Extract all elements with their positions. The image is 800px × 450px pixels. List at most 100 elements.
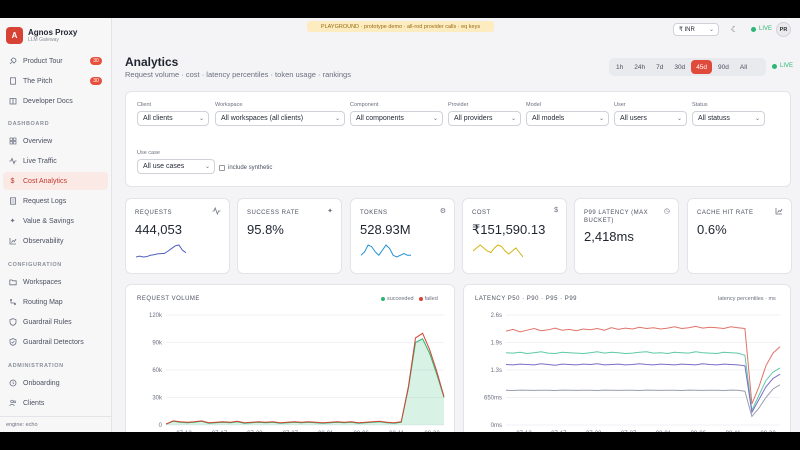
section-heading-administration: ADMINISTRATION	[8, 363, 64, 369]
filter-label: Use case	[137, 150, 160, 156]
range-button-45d[interactable]: 45d	[691, 60, 713, 74]
kpi-label: COST	[472, 210, 491, 216]
legend-label-failed: failed	[424, 296, 438, 302]
x-tick-label: 07-17	[551, 431, 567, 432]
filter-label: Status	[692, 102, 708, 108]
sidebar-item-onboarding[interactable]: Onboarding	[3, 374, 108, 392]
sidebar-item-label: Guardrail Rules	[23, 318, 72, 326]
sidebar-item-live-traffic[interactable]: Live Traffic	[3, 152, 108, 170]
sidebar-item-the-pitch[interactable]: The Pitch 30	[3, 72, 108, 90]
sidebar-item-value-savings[interactable]: ✦ Value & Savings	[3, 212, 108, 230]
sparkline-path	[136, 244, 186, 258]
filter-workspace: Workspace All workspaces (all clients) ⌄	[215, 102, 345, 126]
sidebar-item-developer-docs[interactable]: Developer Docs	[3, 92, 108, 110]
document-icon	[8, 77, 17, 86]
request-volume-chart: 0 30k 60k 90k 120k 07-12 07-17 07-22 07-27 08-01 0…	[149, 313, 445, 432]
select-value: All use cases	[143, 163, 185, 170]
map-icon	[8, 298, 17, 307]
series-line-succeeded	[165, 338, 445, 425]
status-select[interactable]: All statuss ⌄	[692, 111, 765, 126]
sidebar-item-routing-map[interactable]: Routing Map	[3, 293, 108, 311]
range-button-all[interactable]: All	[739, 63, 748, 71]
user-select[interactable]: All users ⌄	[614, 111, 687, 126]
live-indicator-header: LIVE	[772, 63, 793, 69]
range-button-30d[interactable]: 30d	[674, 63, 686, 71]
model-select[interactable]: All models ⌄	[526, 111, 609, 126]
page-subtitle: Request volume · cost · latency percenti…	[125, 70, 351, 79]
engine-status: engine: echo	[0, 416, 111, 432]
select-value: All models	[532, 115, 565, 122]
sidebar-item-observability[interactable]: Observability	[3, 232, 108, 250]
range-button-24h[interactable]: 24h	[634, 63, 646, 71]
brand-logo: A	[6, 27, 23, 44]
range-button-1h[interactable]: 1h	[616, 63, 624, 71]
kpi-value: 0.6%	[697, 222, 727, 237]
x-tick-label: 08-01	[318, 431, 334, 432]
x-tick-label: 08-06	[353, 431, 369, 432]
y-tick-label: 120k	[149, 313, 163, 319]
sidebar-item-request-logs[interactable]: Request Logs	[3, 192, 108, 210]
series-line-p50	[505, 384, 781, 418]
series-line-failed	[165, 332, 445, 425]
currency-value: ₹ INR	[679, 27, 695, 33]
sidebar-item-label: Onboarding	[23, 379, 60, 387]
brand[interactable]: A Agnos Proxy LLM Gateway	[6, 27, 77, 44]
avatar[interactable]: PR	[776, 22, 791, 37]
kpi-label: SUCCESS RATE	[247, 210, 300, 216]
latency-card: 0ms 650ms 1.3s 1.9s 2.6s 07-12 07-17 07-22 07-27…	[463, 284, 791, 432]
count-badge: 30	[90, 57, 102, 65]
component-select[interactable]: All components ⌄	[350, 111, 443, 126]
folder-icon	[8, 278, 17, 287]
x-tick-label: 08-22	[424, 431, 440, 432]
select-value: All providers	[454, 115, 493, 122]
currency-select[interactable]: ₹ INR ⌄	[673, 23, 719, 36]
sidebar-item-label: The Pitch	[23, 77, 53, 85]
brand-subtitle: LLM Gateway	[28, 36, 59, 43]
sidebar-item-overview[interactable]: Overview	[3, 132, 108, 150]
time-range-selector: 1h 24h 7d 30d 45d 90d All	[609, 58, 766, 76]
checkbox[interactable]	[219, 165, 225, 171]
filter-label: Client	[137, 102, 152, 108]
y-tick-label: 30k	[152, 396, 163, 402]
series-line-p95	[505, 351, 781, 412]
range-button-90d[interactable]: 90d	[718, 63, 729, 71]
sidebar-item-guardrail-rules[interactable]: Guardrail Rules	[3, 313, 108, 331]
kpi-card-cache-hit-rate: CACHE HIT RATE 0.6%	[687, 198, 792, 274]
x-tick-label: 08-11	[389, 431, 405, 432]
sidebar-item-guardrail-detectors[interactable]: Guardrail Detectors	[3, 333, 108, 351]
filter-label: User	[614, 102, 626, 108]
clock-icon: ◷	[663, 208, 670, 215]
sidebar: A Agnos Proxy LLM Gateway Product Tour 3…	[0, 18, 112, 432]
chevron-down-icon: ⌄	[334, 116, 340, 122]
sidebar-item-clients[interactable]: Clients	[3, 394, 108, 412]
count-badge: 30	[90, 77, 102, 85]
sidebar-item-label: Request Logs	[23, 197, 67, 205]
legend-dot-succeeded	[381, 297, 385, 301]
legend-label-succeeded: succeeded	[387, 296, 414, 302]
sidebar-item-label: Cost Analytics	[23, 177, 67, 185]
filter-status: Status All statuss ⌄	[692, 102, 765, 126]
x-tick-label: 08-06	[691, 431, 707, 432]
live-dot-icon	[751, 26, 756, 32]
sidebar-item-workspaces[interactable]: Workspaces	[3, 273, 108, 291]
workspace-select[interactable]: All workspaces (all clients) ⌄	[215, 111, 345, 126]
kpi-label: P99 LATENCY (MAX BUCKET)	[584, 210, 649, 224]
y-tick-label: 0	[159, 423, 163, 429]
filter-provider: Provider All providers ⌄	[448, 102, 521, 126]
page-title: Analytics	[125, 55, 179, 69]
filter-label: Component	[350, 102, 379, 108]
y-tick-label: 60k	[152, 368, 163, 374]
sidebar-item-product-tour[interactable]: Product Tour 30	[3, 52, 108, 70]
provider-select[interactable]: All providers ⌄	[448, 111, 521, 126]
range-button-7d[interactable]: 7d	[656, 63, 664, 71]
top-bar: PLAYGROUND · prototype demo · all-rod pr…	[112, 18, 800, 38]
client-select[interactable]: All clients ⌄	[137, 111, 209, 126]
select-value: All components	[356, 115, 404, 122]
x-tick-label: 07-22	[586, 431, 602, 432]
sidebar-item-cost-analytics[interactable]: $ Cost Analytics	[3, 172, 108, 190]
include-synthetic-toggle[interactable]: include synthetic	[219, 165, 272, 171]
use-case-select[interactable]: All use cases ⌄	[137, 159, 215, 174]
x-tick-label: 07-27	[283, 431, 299, 432]
gear-icon: ⚙	[439, 208, 446, 215]
moon-icon[interactable]: ☾	[730, 25, 739, 34]
